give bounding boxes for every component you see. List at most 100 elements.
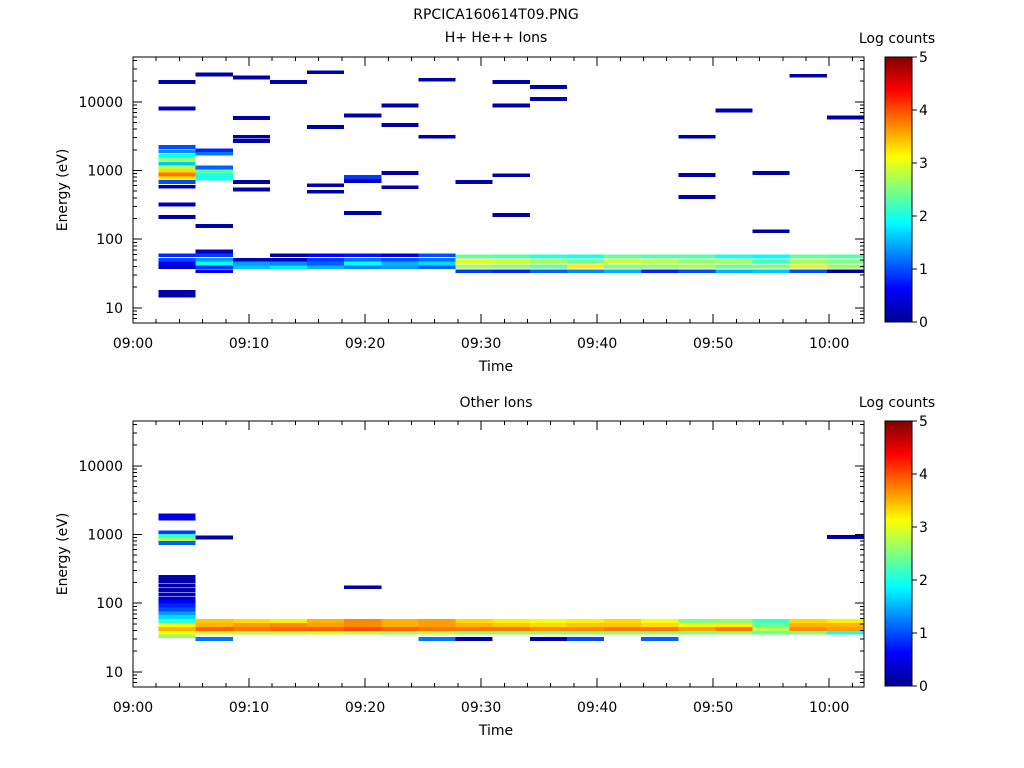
colorbar-tick-label: 4 xyxy=(919,467,928,483)
heatmap-cell xyxy=(195,224,233,228)
heatmap-cell xyxy=(604,269,642,274)
heatmap-cell xyxy=(789,619,827,623)
heatmap-cell xyxy=(604,627,642,631)
heatmap-cell xyxy=(381,171,419,175)
heatmap-cell xyxy=(232,257,270,262)
heatmap-cell xyxy=(826,269,864,274)
heatmap-cell xyxy=(641,254,679,259)
colorbar-tick-label: 0 xyxy=(919,315,928,331)
heatmap-cell xyxy=(158,513,196,518)
heatmap-cell xyxy=(641,623,679,627)
heatmap-cell xyxy=(344,211,382,215)
heatmap-cell xyxy=(529,627,567,631)
x-tick-label: 09:50 xyxy=(693,336,733,352)
panel-h-he-ions: H+ He++ Ions 09:00 09:10 09:20 09:30 09:40 09… xyxy=(55,30,935,375)
heatmap-cell xyxy=(567,630,605,635)
y-tick-label: 10000 xyxy=(78,95,123,111)
heatmap-cell xyxy=(529,619,567,623)
heatmap-cell xyxy=(195,253,233,258)
heatmap-cell xyxy=(455,619,493,623)
heatmap-cell xyxy=(158,265,196,270)
heatmap-cell xyxy=(418,77,456,82)
colorbar-tick-label: 2 xyxy=(919,573,928,589)
heatmap-cell xyxy=(307,189,345,194)
heatmap-cell xyxy=(715,630,753,635)
heatmap-cell xyxy=(269,627,307,631)
panel-title: H+ He++ Ions xyxy=(445,30,548,46)
heatmap-cell xyxy=(158,253,196,258)
heatmap-cell xyxy=(195,535,233,540)
heatmap-cell xyxy=(752,254,790,259)
colorbar xyxy=(884,420,913,687)
colorbar-tick-label: 2 xyxy=(919,209,928,225)
x-tick-label: 09:10 xyxy=(229,336,269,352)
heatmap-cell xyxy=(269,80,307,84)
heatmap-cell xyxy=(678,264,716,269)
heatmap-cell xyxy=(789,254,827,259)
x-tick-label: 09:40 xyxy=(577,336,617,352)
heatmap-cell xyxy=(158,588,196,592)
heatmap-cell xyxy=(232,627,270,631)
heatmap-cell xyxy=(158,153,196,158)
heatmap-cell xyxy=(232,623,270,627)
heatmap-cell xyxy=(826,259,864,264)
heatmap-cell xyxy=(307,265,345,270)
heatmap-cell xyxy=(418,261,456,266)
heatmap-cell xyxy=(529,85,567,89)
heatmap-cell xyxy=(195,269,233,274)
x-tick-label: 09:30 xyxy=(461,700,501,716)
heatmap-cell xyxy=(232,187,270,192)
heatmap-cell xyxy=(492,213,530,217)
heatmap-cell xyxy=(307,619,345,623)
heatmap-cell xyxy=(418,265,456,270)
heatmap-cell xyxy=(492,619,530,623)
heatmap-cell xyxy=(715,108,753,113)
heatmap-cell xyxy=(158,607,196,612)
heatmap-cell xyxy=(567,259,605,264)
heatmap-cell xyxy=(418,623,456,627)
heatmap-cell xyxy=(826,264,864,269)
heatmap-cell xyxy=(492,630,530,635)
heatmap-cell xyxy=(344,261,382,266)
heatmap-cell xyxy=(641,264,679,269)
heatmap-cell xyxy=(567,269,605,274)
heatmap-cell xyxy=(158,630,196,635)
heatmap-cell xyxy=(455,627,493,631)
heatmap-cell xyxy=(344,627,382,631)
heatmap-cell xyxy=(455,264,493,269)
heatmap-cell xyxy=(529,259,567,264)
heatmap-cell xyxy=(567,627,605,631)
heatmap-cell xyxy=(418,619,456,623)
heatmap-cell xyxy=(307,627,345,631)
heatmap-cell xyxy=(418,637,456,641)
heatmap-cell xyxy=(381,185,419,190)
heatmap-cell xyxy=(381,261,419,266)
y-tick-label: 10 xyxy=(105,301,123,317)
heatmap-cell xyxy=(678,269,716,274)
heatmap-cell xyxy=(158,176,196,181)
heatmap-cell xyxy=(715,259,753,264)
heatmap-cell xyxy=(344,179,382,183)
heatmap-cell xyxy=(269,261,307,266)
heatmap-cell xyxy=(232,180,270,184)
heatmap-cell xyxy=(455,254,493,259)
heatmap-cell xyxy=(381,623,419,627)
heatmap-cell xyxy=(826,115,864,120)
heatmap-cell xyxy=(232,75,270,80)
heatmap-cell xyxy=(715,619,753,623)
x-tick-label: 10:00 xyxy=(809,700,849,716)
heatmap-cell xyxy=(752,630,790,635)
colorbar-tick-label: 1 xyxy=(919,262,928,278)
colorbar xyxy=(884,56,913,323)
heatmap-cell xyxy=(492,80,530,84)
heatmap-cell xyxy=(158,537,196,542)
heatmap-cell xyxy=(641,269,679,274)
heatmap-cell xyxy=(752,229,790,234)
y-tick-label: 10000 xyxy=(78,459,123,475)
heatmap-cell xyxy=(232,116,270,120)
heatmap-cell xyxy=(381,630,419,635)
heatmap-cell xyxy=(195,257,233,262)
heatmap-cell xyxy=(715,254,753,259)
y-tick-label: 1000 xyxy=(87,163,123,179)
